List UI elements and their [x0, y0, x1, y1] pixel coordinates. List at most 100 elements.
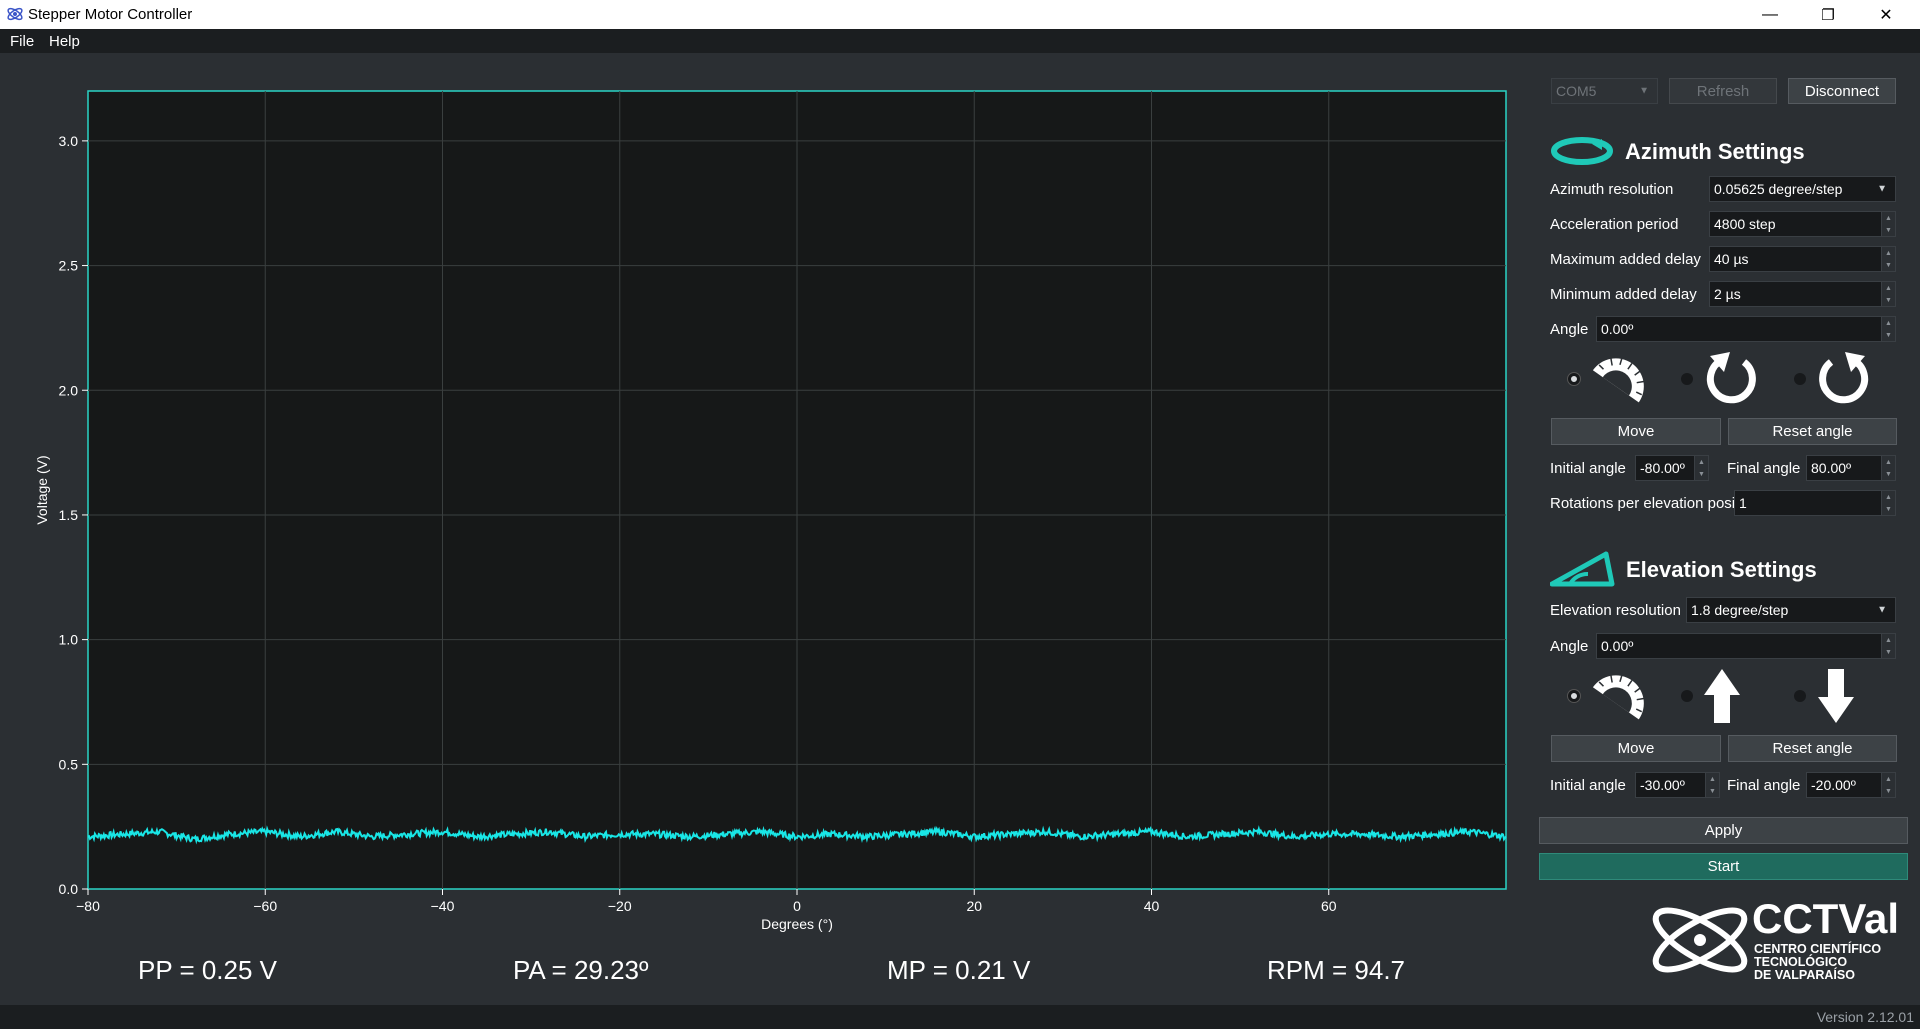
x-tick-label: 0	[793, 898, 801, 914]
refresh-button[interactable]: Refresh	[1669, 78, 1777, 104]
rotations-value: 1	[1739, 495, 1747, 511]
chevron-down-icon: ▼	[1877, 183, 1887, 195]
elevation-initial-angle-input[interactable]: -30.00º ▲ ▼	[1635, 772, 1720, 798]
logo-line-3: DE VALPARAÍSO	[1754, 968, 1855, 982]
azimuth-initial-angle-input[interactable]: -80.00º ▲ ▼	[1635, 455, 1709, 481]
azimuth-final-angle-value: 80.00º	[1811, 460, 1852, 476]
azimuth-reset-angle-button[interactable]: Reset angle	[1728, 418, 1897, 445]
voltage-plot[interactable]: −80 −60 −40 −20 0 20 40 60 0.0 0.5 1.0 1.5 2.0 2.5 3.…	[0, 53, 1540, 999]
cctval-atom-logo-icon	[1652, 907, 1748, 973]
x-tick-label: 40	[1144, 898, 1160, 914]
start-button[interactable]: Start	[1539, 853, 1908, 880]
disconnect-button[interactable]: Disconnect	[1788, 78, 1896, 104]
arrow-down-icon	[1818, 669, 1854, 723]
azimuth-final-angle-input[interactable]: 80.00º ▲ ▼	[1806, 455, 1896, 481]
azimuth-mode-cw-radio[interactable]	[1794, 373, 1806, 385]
elevation-heading: Elevation Settings	[1626, 557, 1817, 582]
chevron-down-icon: ▼	[1639, 85, 1649, 97]
rotate-cw-icon	[1819, 352, 1869, 404]
azimuth-mode-angle-radio[interactable]	[1568, 373, 1580, 385]
y-tick-label: 1.0	[59, 632, 79, 648]
protractor-icon	[1592, 675, 1644, 720]
rotations-input[interactable]: 1 ▲ ▼	[1734, 490, 1896, 516]
logo-line-2: TECNOLÓGICO	[1754, 955, 1848, 969]
version-label: Version 2.12.01	[1816, 1009, 1914, 1025]
spin-arrows-icon[interactable]: ▲ ▼	[1881, 491, 1895, 515]
spin-arrows-icon[interactable]: ▲ ▼	[1881, 282, 1895, 306]
spin-arrows-icon[interactable]: ▲ ▼	[1881, 212, 1895, 236]
protractor-icon	[1592, 358, 1644, 403]
elevation-angle-icon	[1550, 551, 1615, 587]
logo-line-1: CENTRO CIENTÍFICO	[1754, 942, 1882, 956]
x-tick-label: −40	[431, 898, 455, 914]
pp-readout: PP = 0.25 V	[138, 955, 278, 985]
x-axis-ticks: −80 −60 −40 −20 0 20 40 60	[76, 889, 1337, 914]
azimuth-move-button[interactable]: Move	[1551, 418, 1721, 445]
chevron-down-icon: ▼	[1877, 604, 1887, 616]
y-tick-label: 2.0	[59, 382, 79, 398]
spin-arrows-icon[interactable]: ▲ ▼	[1881, 317, 1895, 341]
spin-arrows-icon[interactable]: ▲ ▼	[1881, 456, 1895, 480]
azimuth-initial-angle-value: -80.00º	[1640, 460, 1685, 476]
azimuth-resolution-select[interactable]: 0.05625 degree/step ▼	[1709, 176, 1896, 202]
mp-readout: MP = 0.21 V	[887, 955, 1031, 985]
voltage-series-line	[87, 825, 1507, 845]
y-axis-ticks: 0.0 0.5 1.0 1.5 2.0 2.5 3.0	[59, 133, 88, 897]
spin-arrows-icon[interactable]: ▲ ▼	[1881, 773, 1895, 797]
max-delay-label: Maximum added delay	[1550, 251, 1701, 268]
elevation-resolution-label: Elevation resolution	[1550, 602, 1681, 619]
elevation-initial-angle-value: -30.00º	[1640, 777, 1685, 793]
maximize-button[interactable]: ❐	[1821, 6, 1835, 24]
elevation-move-button[interactable]: Move	[1551, 735, 1721, 762]
y-tick-label: 1.5	[59, 507, 79, 523]
rotate-ccw-icon	[1706, 352, 1756, 404]
x-tick-label: −60	[253, 898, 277, 914]
azimuth-heading: Azimuth Settings	[1625, 139, 1805, 164]
y-tick-label: 0.0	[59, 881, 79, 897]
menu-file[interactable]: File	[10, 33, 35, 50]
menu-help[interactable]: Help	[49, 33, 80, 50]
azimuth-mode-ccw-radio[interactable]	[1681, 373, 1693, 385]
spin-arrows-icon[interactable]: ▲ ▼	[1881, 247, 1895, 271]
elevation-mode-up-radio[interactable]	[1681, 690, 1693, 702]
elevation-final-angle-label: Final angle	[1727, 777, 1801, 794]
title-bar: Stepper Motor Controller — ❐ ✕	[0, 0, 1920, 29]
y-tick-label: 3.0	[59, 133, 79, 149]
elevation-reset-angle-button[interactable]: Reset angle	[1728, 735, 1897, 762]
x-tick-label: 60	[1321, 898, 1337, 914]
elevation-angle-input[interactable]: 0.00º ▲ ▼	[1596, 633, 1896, 659]
azimuth-angle-input[interactable]: 0.00º ▲ ▼	[1596, 316, 1896, 342]
y-axis-label: Voltage (V)	[34, 455, 50, 524]
x-tick-label: −80	[76, 898, 100, 914]
min-delay-input[interactable]: 2 µs ▲ ▼	[1709, 281, 1896, 307]
y-tick-label: 0.5	[59, 756, 79, 772]
elevation-mode-down-radio[interactable]	[1794, 690, 1806, 702]
azimuth-final-angle-label: Final angle	[1727, 460, 1801, 477]
max-delay-input[interactable]: 40 µs ▲ ▼	[1709, 246, 1896, 272]
rotations-label: Rotations per elevation position	[1550, 495, 1760, 512]
elevation-final-angle-input[interactable]: -20.00º ▲ ▼	[1806, 772, 1896, 798]
min-delay-label: Minimum added delay	[1550, 286, 1697, 303]
rpm-readout: RPM = 94.7	[1267, 955, 1406, 985]
app-atom-icon	[7, 7, 23, 21]
x-tick-label: 20	[966, 898, 982, 914]
minimize-button[interactable]: —	[1762, 5, 1778, 23]
elevation-resolution-select[interactable]: 1.8 degree/step ▼	[1686, 597, 1896, 623]
status-bar: Version 2.12.01	[0, 1005, 1920, 1029]
elevation-resolution-value: 1.8 degree/step	[1691, 602, 1789, 618]
azimuth-rotation-icon	[1551, 137, 1613, 165]
close-button[interactable]: ✕	[1879, 6, 1893, 24]
elevation-mode-angle-radio[interactable]	[1568, 690, 1580, 702]
acceleration-period-input[interactable]: 4800 step ▲ ▼	[1709, 211, 1896, 237]
spin-arrows-icon[interactable]: ▲ ▼	[1694, 456, 1708, 480]
azimuth-resolution-value: 0.05625 degree/step	[1714, 181, 1843, 197]
elevation-angle-label: Angle	[1550, 638, 1589, 655]
spin-arrows-icon[interactable]: ▲ ▼	[1705, 773, 1719, 797]
spin-arrows-icon[interactable]: ▲ ▼	[1881, 634, 1895, 658]
com-port-select[interactable]: COM5 ▼	[1551, 78, 1658, 104]
elevation-angle-value: 0.00º	[1601, 638, 1634, 654]
x-tick-label: −20	[608, 898, 632, 914]
x-axis-label: Degrees (°)	[761, 916, 833, 932]
acceleration-period-label: Acceleration period	[1550, 216, 1679, 233]
apply-button[interactable]: Apply	[1539, 817, 1908, 844]
